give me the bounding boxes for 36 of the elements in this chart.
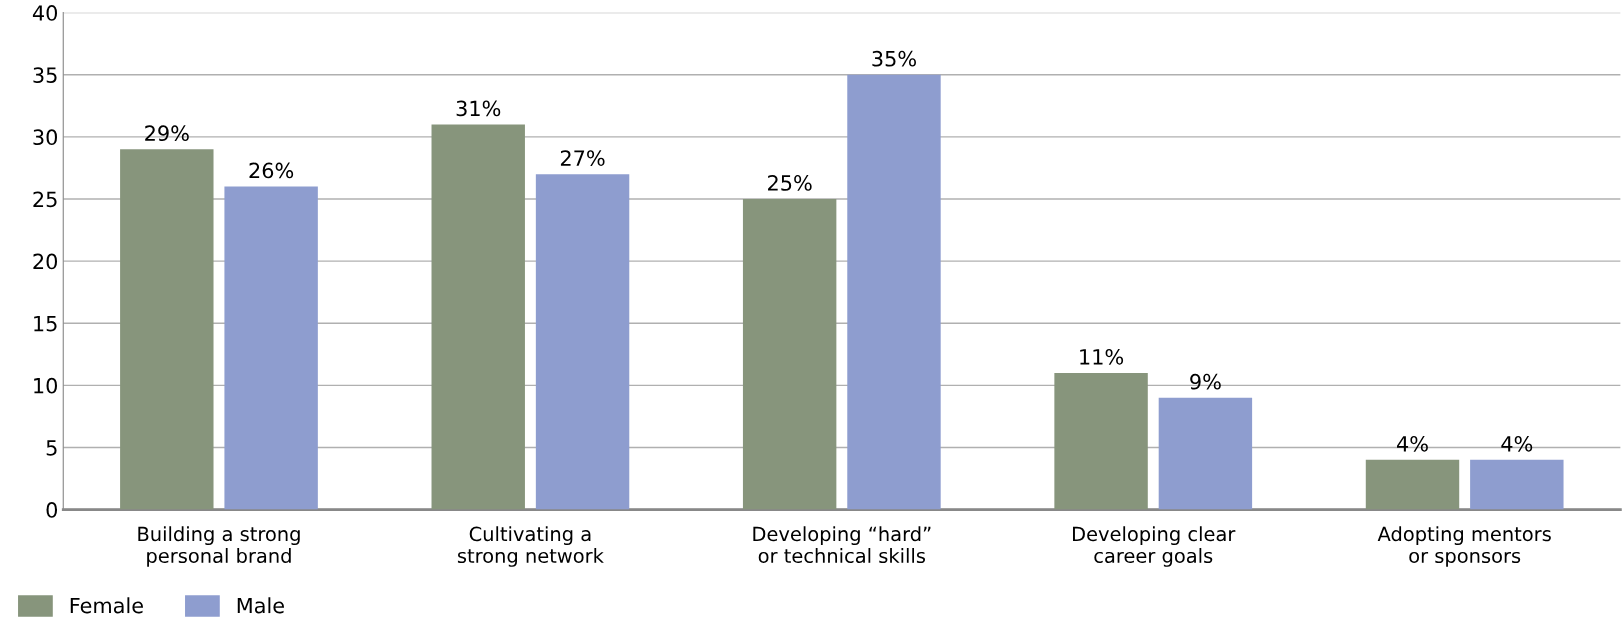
data-label: 9% [1190, 373, 1221, 390]
bar [120, 149, 214, 510]
data-label: 29% [145, 125, 189, 142]
y-tick-label: 40 [32, 5, 58, 21]
bar [742, 199, 837, 510]
data-label: 31% [456, 100, 501, 117]
y-tick-label: 25 [33, 191, 57, 208]
data-label: 25% [768, 175, 812, 191]
bar [847, 74, 941, 510]
y-tick-label: 35 [33, 67, 57, 83]
y-tick-label: 15 [34, 315, 57, 332]
data-label: 4% [1397, 435, 1428, 452]
x-tick-label: Developing clear career goals [1073, 526, 1236, 567]
bar [1365, 459, 1460, 510]
x-tick-label: Developing “hard” or technical skills [753, 526, 931, 564]
legend-label: Male [237, 597, 284, 614]
data-label: 4% [1501, 435, 1533, 452]
bar [224, 186, 318, 510]
data-label: 26% [249, 162, 294, 179]
y-tick-label: 0 [46, 502, 58, 518]
x-tick-label: Cultivating a strong network [457, 526, 604, 567]
y-tick-label: 10 [34, 377, 58, 394]
data-label: 35% [872, 50, 916, 67]
y-tick-label: 20 [33, 253, 58, 270]
x-tick-label: Adopting mentors or sponsors [1377, 526, 1551, 567]
bar [535, 174, 630, 510]
bar [1158, 397, 1253, 510]
bar [431, 124, 525, 510]
bar [1470, 459, 1564, 510]
data-label: 11% [1080, 348, 1124, 365]
bar [1054, 372, 1148, 510]
y-tick-label: 30 [33, 129, 58, 146]
data-label: 27% [560, 150, 605, 166]
x-tick-label: Building a strong personal brand [138, 526, 300, 567]
y-tick-label: 5 [46, 440, 57, 456]
legend-label: Female [70, 597, 143, 614]
